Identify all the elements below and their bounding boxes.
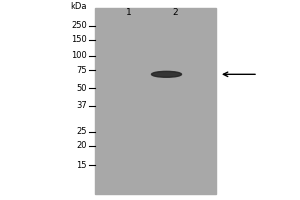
Text: 250: 250 [71,21,87,30]
Text: 25: 25 [76,127,87,136]
Text: 75: 75 [76,66,87,75]
Text: 1: 1 [126,8,132,17]
Text: 20: 20 [76,141,87,150]
Text: 50: 50 [76,84,87,93]
Text: kDa: kDa [70,2,87,11]
Text: 100: 100 [71,51,87,60]
Bar [94,8,216,194]
Text: 150: 150 [71,35,87,44]
Text: 15: 15 [76,161,87,170]
Ellipse shape [152,71,182,77]
Text: 37: 37 [76,101,87,110]
Text: 2: 2 [173,8,178,17]
